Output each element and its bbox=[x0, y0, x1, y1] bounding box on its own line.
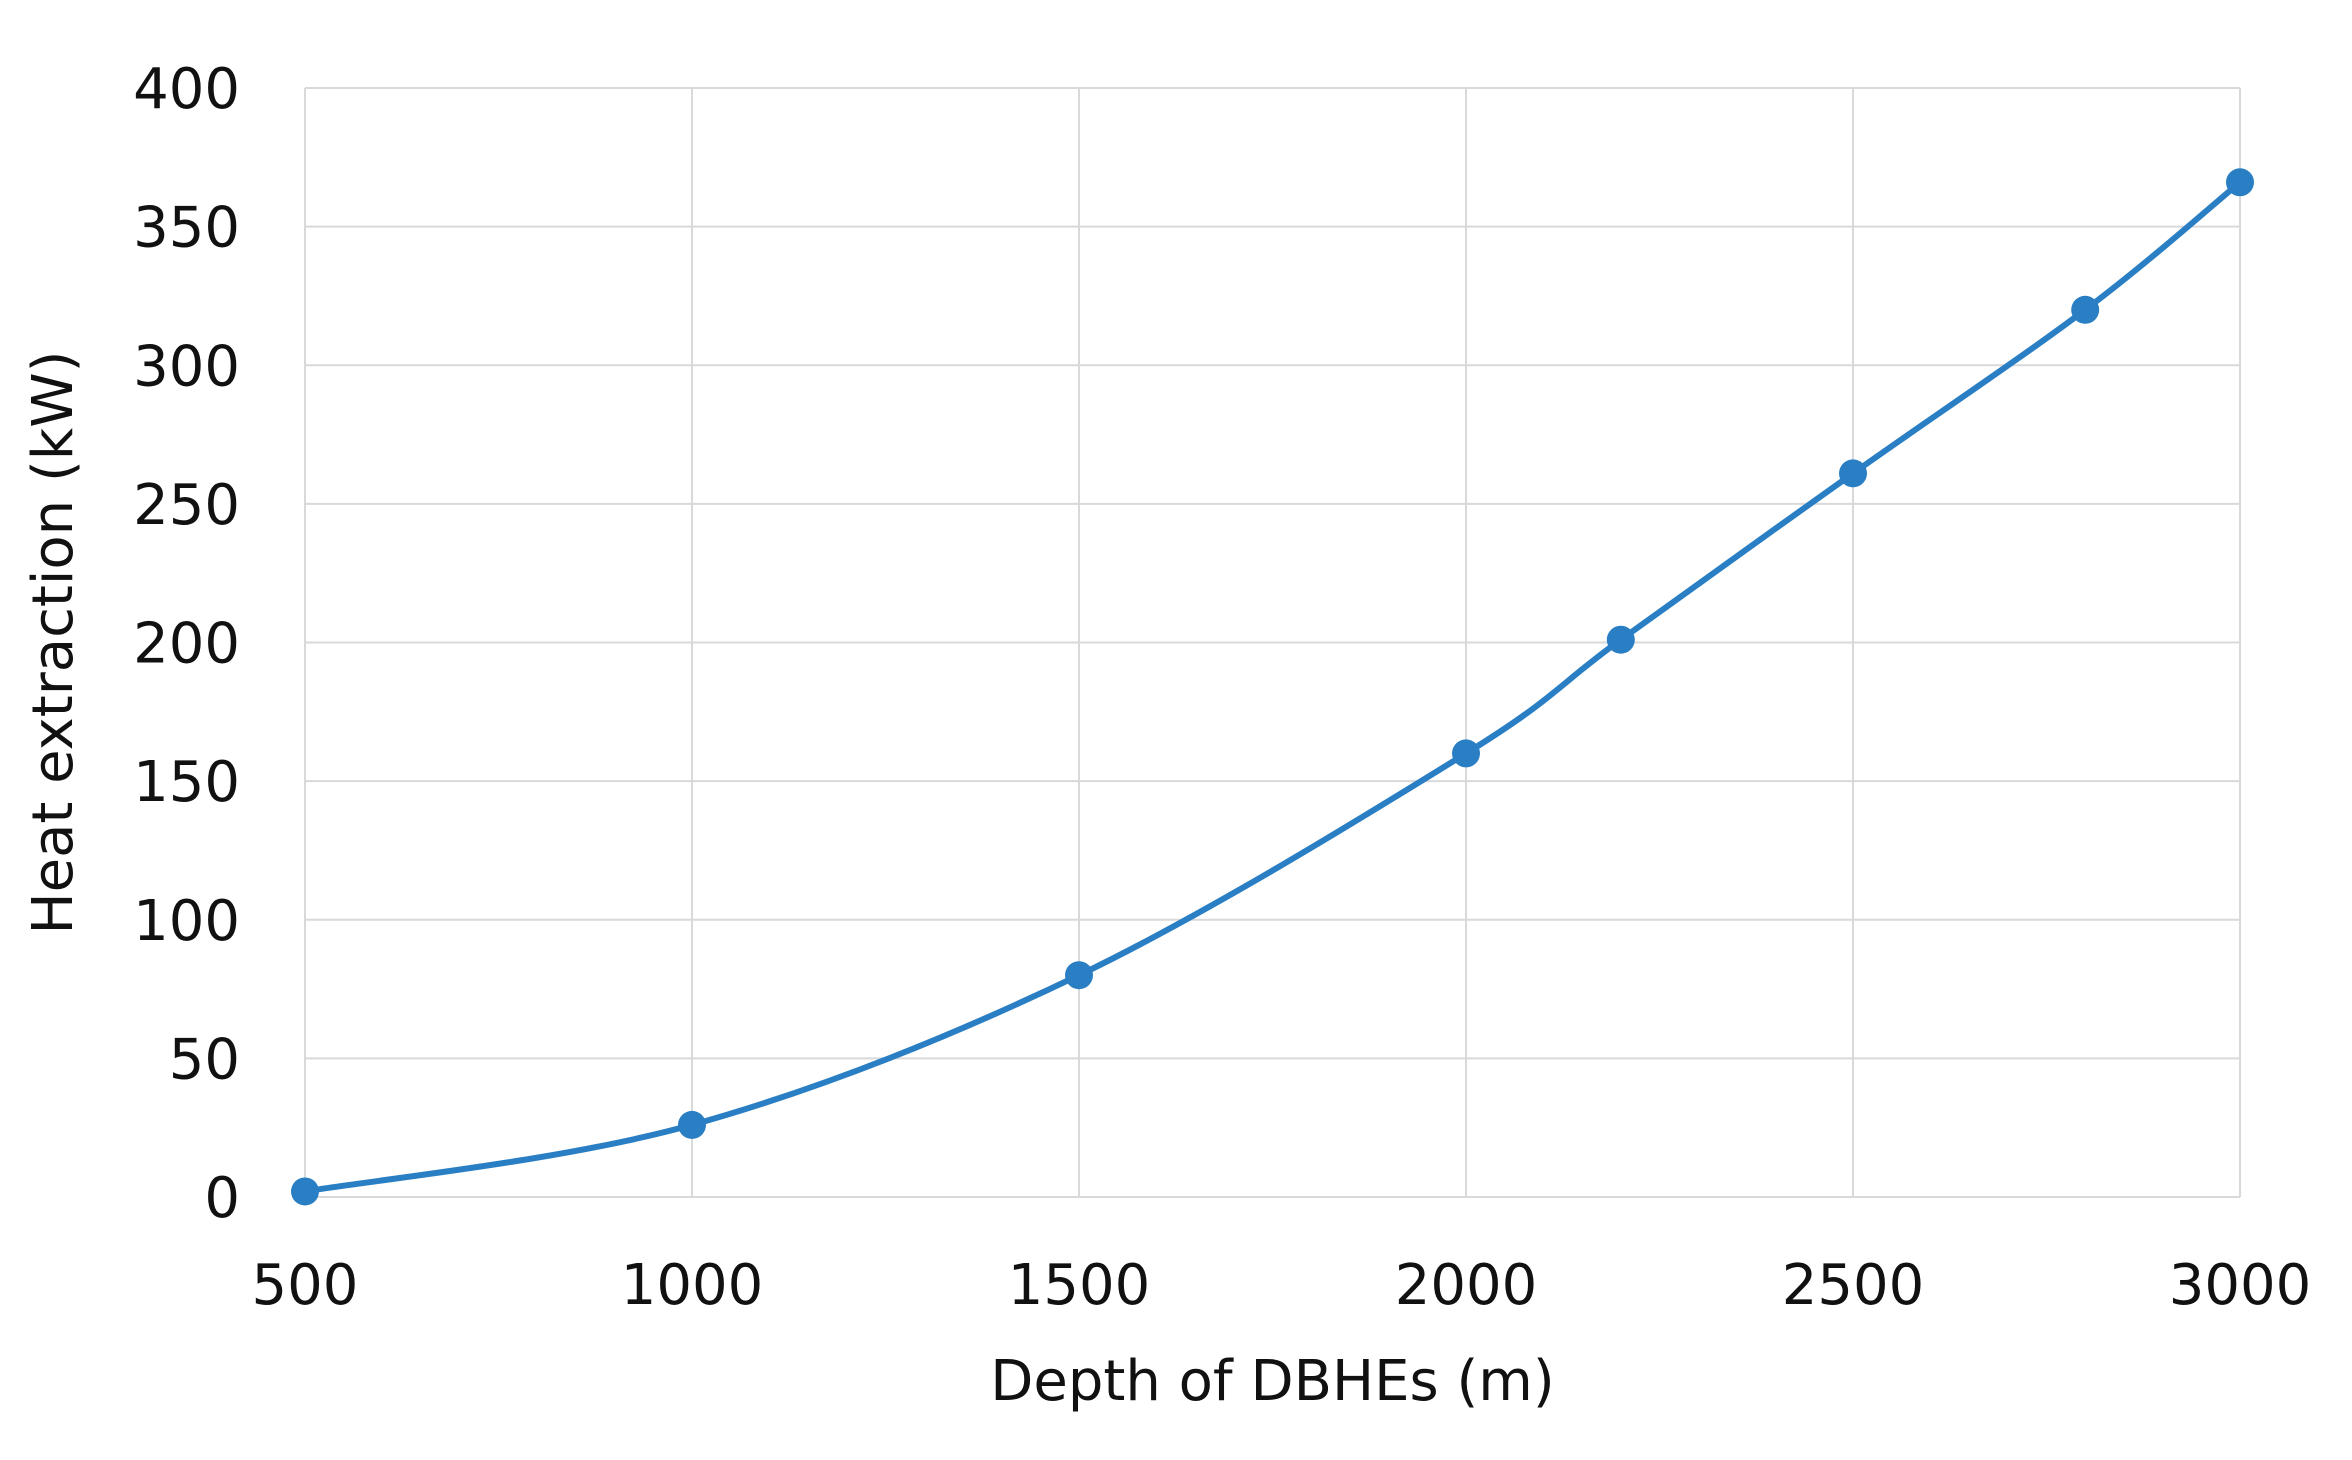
y-tick-label: 150 bbox=[133, 750, 240, 815]
data-point bbox=[2226, 168, 2254, 197]
x-tick-label: 2000 bbox=[1395, 1253, 1538, 1318]
data-point bbox=[291, 1177, 319, 1206]
y-tick-label: 50 bbox=[169, 1027, 240, 1092]
x-tick-label: 500 bbox=[252, 1253, 359, 1318]
series-line bbox=[302, 179, 2243, 1195]
y-tick-label: 350 bbox=[133, 196, 240, 261]
y-tick-labels: 0 50 100 150 200 250 300 350 400 bbox=[133, 57, 240, 1231]
y-tick-label: 0 bbox=[204, 1166, 240, 1231]
x-axis-title: Depth of DBHEs (m) bbox=[990, 1349, 1554, 1414]
data-point bbox=[1606, 625, 1635, 654]
y-tick-label: 250 bbox=[133, 473, 240, 538]
y-tick-label: 100 bbox=[133, 889, 240, 954]
data-point bbox=[1065, 961, 1093, 990]
data-point bbox=[678, 1110, 706, 1139]
x-tick-label: 1000 bbox=[621, 1253, 764, 1318]
x-tick-label: 1500 bbox=[1008, 1253, 1151, 1318]
data-point bbox=[1839, 459, 1867, 488]
data-point bbox=[2071, 295, 2100, 324]
x-tick-label: 2500 bbox=[1782, 1253, 1925, 1318]
y-axis-title: Heat extraction (kW) bbox=[21, 351, 86, 935]
x-tick-labels: 500 1000 1500 2000 2500 3000 bbox=[252, 1253, 2312, 1318]
x-tick-label: 3000 bbox=[2169, 1253, 2312, 1318]
y-tick-label: 200 bbox=[133, 612, 240, 677]
data-point bbox=[1452, 739, 1480, 768]
series-layer bbox=[291, 168, 2254, 1206]
y-tick-label: 300 bbox=[133, 334, 240, 399]
y-tick-label: 400 bbox=[133, 57, 240, 122]
gridlines bbox=[304, 87, 2241, 1198]
